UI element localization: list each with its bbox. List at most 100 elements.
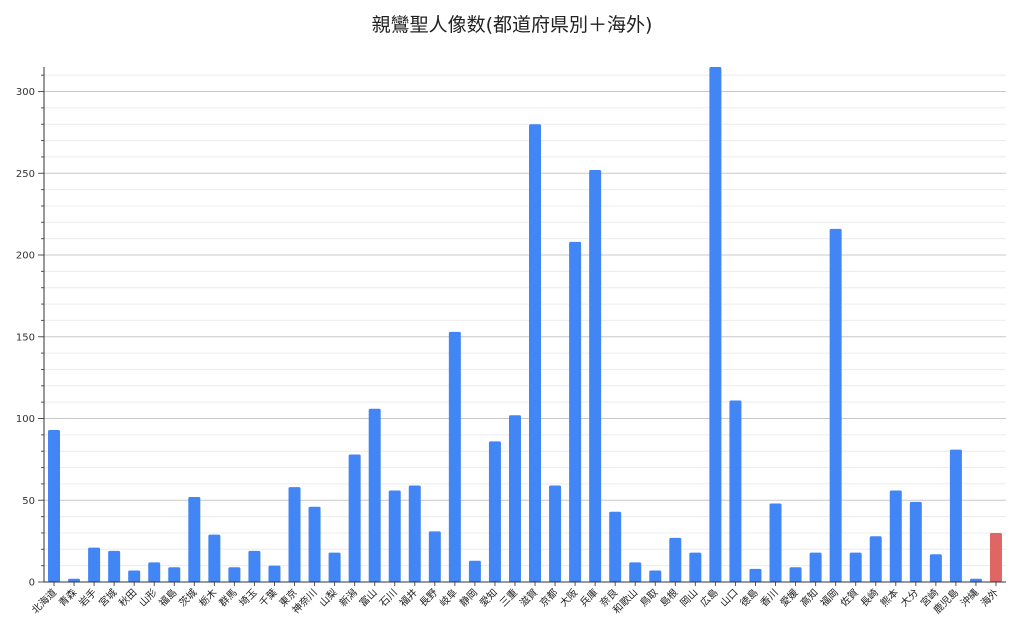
bar — [68, 578, 81, 582]
x-tick-label: 群馬 — [216, 586, 239, 609]
bar — [248, 550, 261, 582]
bar — [589, 170, 602, 582]
bar — [829, 228, 842, 582]
x-tick-label: 岐阜 — [437, 586, 460, 609]
gridlines — [44, 74, 1006, 567]
x-tick-label: 岡山 — [678, 587, 701, 610]
bar — [148, 562, 161, 582]
bar — [549, 485, 562, 582]
bar — [188, 496, 201, 582]
x-tick-label: 岩手 — [76, 586, 99, 609]
y-tick-label: 300 — [16, 87, 35, 98]
x-tick-label: 徳島 — [737, 586, 760, 609]
x-tick-label: 京都 — [537, 586, 560, 609]
bar — [448, 331, 461, 582]
bar — [108, 550, 121, 582]
bar — [288, 487, 301, 582]
bar — [989, 532, 1002, 582]
y-tick-labels: 0 50 100 150 200 250 300 — [16, 87, 35, 588]
bar — [468, 560, 481, 582]
x-tick-label: 北海道 — [29, 586, 59, 616]
bar — [228, 567, 241, 582]
x-tick-label: 埼玉 — [236, 586, 259, 609]
x-tick-label: 兵庫 — [577, 586, 600, 609]
bar — [208, 534, 221, 582]
bar — [348, 454, 361, 582]
x-tick-label: 香川 — [758, 587, 781, 610]
y-tick-label: 100 — [16, 414, 35, 425]
bar — [769, 503, 782, 582]
bar — [168, 567, 181, 582]
bar — [969, 578, 982, 582]
bar — [689, 552, 702, 582]
x-tick-label: 福岡 — [817, 586, 840, 609]
bar — [569, 241, 582, 582]
x-tick-label: 宮城 — [96, 586, 119, 609]
x-tick-label: 沖縄 — [958, 586, 981, 609]
y-tick-label: 250 — [16, 169, 35, 180]
bar — [368, 408, 381, 582]
bar — [649, 570, 662, 582]
bar — [869, 536, 882, 582]
bar — [388, 490, 401, 582]
bar — [609, 511, 622, 582]
x-tick-label: 大阪 — [557, 586, 580, 609]
x-tick-label: 大分 — [898, 586, 921, 609]
x-tick-label: 島根 — [657, 586, 680, 609]
bar — [428, 531, 441, 582]
x-tick-label: 山梨 — [316, 586, 339, 609]
x-tick-label: 鳥取 — [637, 586, 660, 609]
bar — [889, 490, 902, 582]
x-tick-label: 富山 — [356, 586, 379, 609]
bar — [508, 415, 521, 582]
x-tick-label: 石川 — [378, 587, 400, 609]
axes — [38, 67, 1006, 586]
bar — [669, 537, 682, 582]
x-tick-label: 長崎 — [858, 586, 881, 609]
x-tick-label: 栃木 — [196, 586, 219, 609]
bar — [949, 449, 962, 582]
bar — [709, 67, 722, 582]
x-tick-label: 静岡 — [457, 586, 480, 609]
bar — [729, 400, 742, 582]
x-tick-label: 愛媛 — [777, 586, 800, 609]
x-tick-label: 三重 — [497, 586, 520, 609]
x-tick-labels: 北海道青森岩手宮城秋田山形福島茨城栃木群馬埼玉千葉東京神奈川山梨新潟富山石川福井… — [29, 586, 1001, 616]
x-tick-label: 福井 — [397, 586, 420, 609]
bar — [849, 552, 862, 582]
bar — [48, 429, 61, 582]
x-tick-label: 愛知 — [477, 586, 500, 609]
bar — [128, 570, 141, 582]
x-tick-label: 千葉 — [256, 586, 279, 609]
x-tick-label: 茨城 — [176, 586, 199, 609]
bar — [909, 501, 922, 582]
bar — [328, 552, 341, 582]
x-tick-label: 佐賀 — [838, 587, 861, 610]
bar — [308, 506, 321, 582]
x-tick-label: 青森 — [56, 586, 79, 609]
bar — [88, 547, 101, 582]
x-tick-label: 福島 — [156, 586, 179, 609]
bar — [488, 441, 501, 582]
bar — [268, 565, 281, 582]
bar — [529, 124, 542, 582]
bar — [629, 562, 642, 582]
y-tick-label: 0 — [29, 578, 35, 589]
x-tick-label: 山形 — [137, 587, 160, 610]
y-tick-label: 50 — [22, 496, 35, 507]
bar — [749, 568, 762, 582]
x-tick-label: 高知 — [797, 586, 820, 609]
x-tick-label: 滋賀 — [517, 586, 540, 609]
x-tick-label: 海外 — [978, 586, 1001, 609]
x-tick-label: 新潟 — [336, 586, 359, 609]
x-tick-label: 山口 — [718, 587, 741, 610]
bar — [929, 554, 942, 582]
bar — [809, 552, 822, 582]
y-tick-label: 150 — [16, 332, 35, 343]
bars — [48, 67, 1002, 582]
x-tick-label: 広島 — [697, 586, 720, 609]
x-tick-label: 長野 — [417, 587, 440, 610]
bar — [789, 567, 802, 582]
y-tick-label: 200 — [16, 251, 35, 262]
